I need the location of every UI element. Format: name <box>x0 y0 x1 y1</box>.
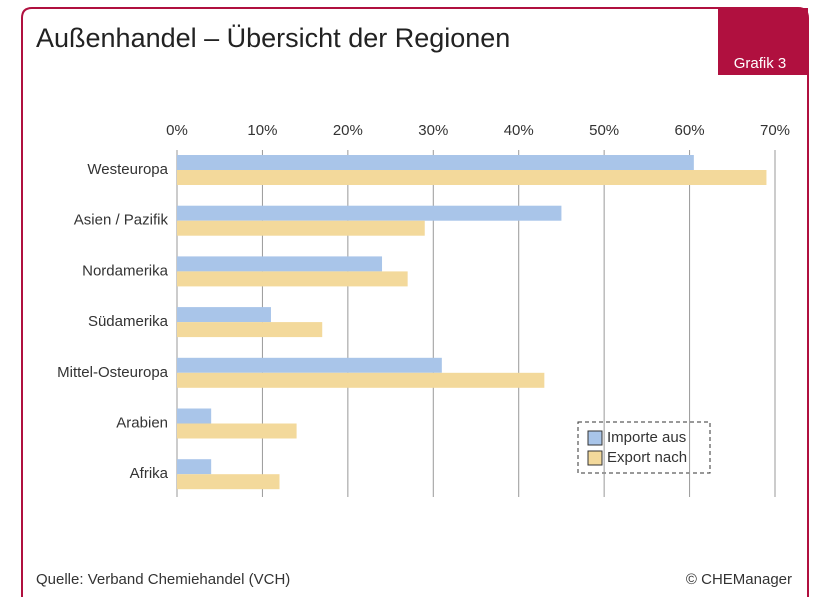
frame <box>21 7 809 597</box>
y-tick-label: Asien / Pazifik <box>74 212 169 229</box>
bar <box>177 322 323 338</box>
y-tick-label: Westeuropa <box>87 161 168 178</box>
bar <box>177 408 212 424</box>
source: Quelle: Verband Chemiehandel (VCH) <box>36 571 290 588</box>
bar <box>177 357 442 373</box>
bar <box>177 220 425 236</box>
x-tick-label: 30% <box>418 122 448 139</box>
bar <box>177 474 280 490</box>
y-tick-label: Nordamerika <box>82 262 169 279</box>
bar <box>177 205 562 221</box>
bar <box>177 170 767 185</box>
x-tick-label: 20% <box>333 122 363 139</box>
legend-label: Export nach <box>607 449 687 466</box>
x-tick-label: 40% <box>504 122 534 139</box>
x-tick-label: 70% <box>760 122 790 139</box>
bar <box>177 271 408 287</box>
x-tick-label: 10% <box>247 122 277 139</box>
bar <box>177 423 297 439</box>
copyright: © CHEManager <box>686 571 792 588</box>
bar <box>177 256 383 272</box>
bar <box>177 459 212 475</box>
y-tick-label: Südamerika <box>88 313 169 330</box>
badge: Grafik 3 <box>734 55 787 72</box>
bar <box>177 372 545 388</box>
x-tick-label: 0% <box>166 122 188 139</box>
x-tick-label: 50% <box>589 122 619 139</box>
y-tick-label: Arabien <box>116 414 168 431</box>
bar <box>177 307 271 323</box>
legend-label: Importe aus <box>607 429 686 446</box>
chart-title: Außenhandel – Übersicht der Regionen <box>36 23 510 53</box>
legend-swatch <box>587 430 603 446</box>
y-tick-label: Mittel-Osteuropa <box>57 364 169 381</box>
x-tick-label: 60% <box>675 122 705 139</box>
y-tick-label: Afrika <box>130 465 169 482</box>
legend-swatch <box>587 450 603 466</box>
badge-box <box>718 8 808 75</box>
bar <box>177 155 694 170</box>
